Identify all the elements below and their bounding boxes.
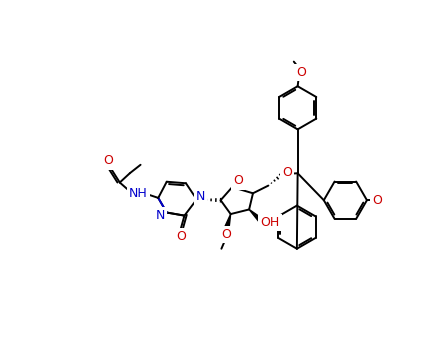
- Text: O: O: [372, 194, 382, 207]
- Text: N: N: [156, 209, 165, 222]
- Text: OH: OH: [260, 216, 279, 229]
- Text: OH: OH: [260, 216, 279, 229]
- Text: O: O: [221, 228, 231, 241]
- Text: O: O: [296, 66, 305, 79]
- Text: O: O: [103, 155, 113, 167]
- Text: O: O: [103, 155, 113, 167]
- Text: O: O: [233, 174, 243, 187]
- Polygon shape: [249, 209, 262, 222]
- Text: NH: NH: [129, 187, 148, 200]
- Text: O: O: [296, 66, 305, 79]
- Text: O: O: [372, 194, 382, 207]
- Polygon shape: [225, 214, 230, 228]
- Text: N: N: [196, 190, 205, 203]
- Text: N: N: [156, 209, 165, 222]
- Text: N: N: [196, 190, 205, 203]
- Text: O: O: [221, 228, 231, 241]
- Text: O: O: [176, 230, 186, 243]
- Text: O: O: [282, 166, 292, 179]
- Text: O: O: [176, 230, 186, 243]
- Text: O: O: [282, 166, 292, 179]
- Text: NH: NH: [129, 187, 148, 200]
- Text: O: O: [233, 174, 243, 187]
